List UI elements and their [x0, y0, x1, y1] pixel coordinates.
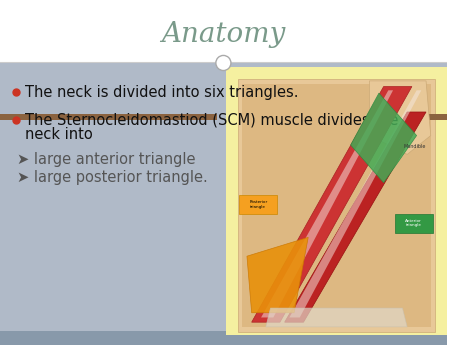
- FancyBboxPatch shape: [239, 195, 277, 214]
- Text: ➤ large posterior triangle.: ➤ large posterior triangle.: [17, 170, 208, 185]
- FancyBboxPatch shape: [0, 62, 447, 331]
- Polygon shape: [266, 308, 407, 327]
- Polygon shape: [289, 90, 421, 317]
- FancyBboxPatch shape: [398, 114, 447, 120]
- Polygon shape: [252, 87, 412, 322]
- Text: ➤ large anterior triangle: ➤ large anterior triangle: [17, 152, 195, 166]
- Text: Posterior
triangle: Posterior triangle: [249, 200, 267, 208]
- Text: neck into: neck into: [25, 127, 92, 142]
- Text: The Sternocleidomastiod (SCM) muscle divides the: The Sternocleidomastiod (SCM) muscle div…: [25, 113, 398, 128]
- Polygon shape: [285, 112, 426, 322]
- FancyBboxPatch shape: [0, 331, 447, 345]
- Text: Anterior
triangle: Anterior triangle: [405, 219, 422, 227]
- FancyBboxPatch shape: [237, 79, 436, 332]
- Text: The neck is divided into six triangles.: The neck is divided into six triangles.: [25, 85, 298, 100]
- Polygon shape: [247, 237, 308, 313]
- FancyBboxPatch shape: [395, 214, 433, 233]
- FancyBboxPatch shape: [0, 114, 217, 120]
- Polygon shape: [261, 90, 393, 317]
- Polygon shape: [242, 84, 431, 327]
- Text: Mandible: Mandible: [404, 144, 426, 149]
- Polygon shape: [351, 93, 417, 183]
- FancyBboxPatch shape: [0, 10, 447, 62]
- Polygon shape: [369, 81, 431, 154]
- Text: Anatomy: Anatomy: [161, 21, 285, 48]
- FancyBboxPatch shape: [226, 67, 447, 335]
- Circle shape: [216, 55, 231, 71]
